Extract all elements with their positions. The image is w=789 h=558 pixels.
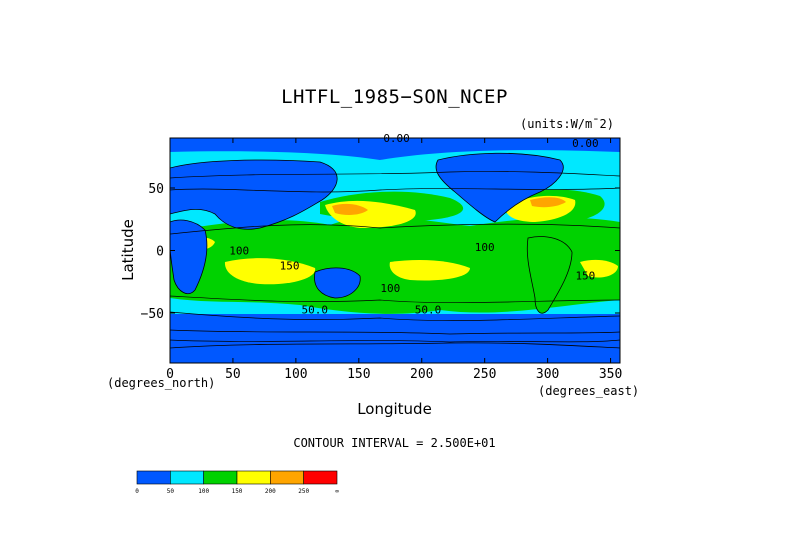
colorbar: 0 50 100 150 200 250 ∞ (135, 470, 339, 495)
contour-interval-wrap: CONTOUR INTERVAL = 2.500E+01 (0, 436, 789, 450)
x-tick-label: 350 (599, 367, 622, 382)
y-tick-label: 50 (148, 182, 164, 197)
x-tick-label: 300 (536, 367, 559, 382)
contour-interval-text: CONTOUR INTERVAL = 2.500E+01 (293, 436, 496, 450)
contour-label: 50.0 (415, 303, 442, 316)
contour-label: 150 (280, 260, 300, 273)
colorbar-label: 0 (135, 488, 139, 495)
colorbar-swatch (270, 470, 304, 485)
y-tick-label: 0 (156, 245, 164, 260)
x-axis-label: Longitude (357, 400, 432, 418)
contour-label: 100 (229, 245, 249, 258)
field-land-namerica (435, 152, 564, 223)
contour-label: 0.00 (383, 132, 410, 145)
field-land-australia (314, 267, 361, 299)
x-tick-label: 100 (284, 367, 307, 382)
map-field (170, 138, 620, 363)
field-land-samerica (526, 236, 573, 314)
contour-label: 50.0 (302, 303, 329, 316)
colorbar-label: ∞ (335, 488, 339, 495)
colorbar-swatch (236, 470, 271, 485)
field-land-antarctica (170, 342, 620, 363)
contour-label: 100 (380, 282, 400, 295)
x-unit-label: (degrees_east) (538, 384, 640, 398)
contour-lines (170, 171, 620, 343)
y-unit-label: (degrees_north) (107, 376, 216, 390)
colorbar-label: 150 (232, 488, 243, 495)
x-ticks: 0 50 100 150 200 250 300 350 (166, 138, 622, 382)
contour-label: 150 (575, 270, 595, 283)
colorbar-swatch (170, 470, 204, 485)
colorbar-swatch (136, 470, 171, 485)
colorbar-swatch (303, 470, 338, 485)
x-tick-label: 50 (225, 367, 241, 382)
colorbar-label: 100 (198, 488, 209, 495)
contour-label: 100 (475, 241, 495, 254)
colorbar-swatch (203, 470, 238, 485)
field-land-africa (170, 219, 208, 294)
x-tick-label: 250 (473, 367, 496, 382)
field-yellow-satl (580, 259, 618, 278)
field-land-eurasia (170, 159, 338, 230)
contour-labels: 0.00 0.00 100 150 100 100 50.0 50.0 150 (229, 132, 598, 316)
y-tick-label: −50 (141, 307, 164, 322)
y-ticks: 50 0 −50 (141, 182, 620, 322)
x-tick-label: 150 (347, 367, 370, 382)
field-orange-gulfstream (530, 197, 566, 208)
field-orange-kuroshio (332, 203, 368, 215)
colorbar-label: 250 (298, 488, 309, 495)
chart-title: LHTFL_1985−SON_NCEP (281, 86, 508, 108)
x-tick-label: 200 (410, 367, 433, 382)
x-tick-label: 0 (166, 367, 174, 382)
colorbar-label: 50 (167, 488, 175, 495)
units-label: (units:W/m¯2) (520, 117, 614, 131)
colorbar-label: 200 (265, 488, 276, 495)
contour-label: 0.00 (572, 137, 599, 150)
field-yellow-spac (389, 260, 470, 281)
field-yellow-indian (224, 258, 316, 285)
x-axis-label-wrap: Longitude (0, 400, 789, 418)
